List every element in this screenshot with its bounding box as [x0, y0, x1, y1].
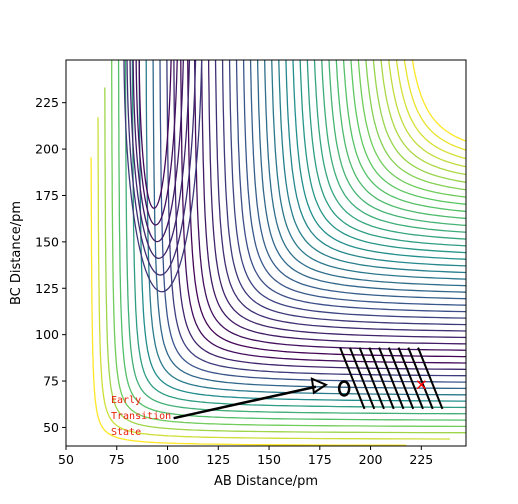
contour-line	[275, 0, 518, 277]
contour-line	[227, 0, 518, 321]
contour-line	[329, 0, 518, 228]
x-tick-label: 150	[257, 452, 281, 467]
contour-line	[187, 0, 518, 358]
contour-line	[146, 0, 518, 395]
contour-line	[377, 0, 518, 184]
contour-line	[214, 0, 518, 333]
annotation: Early	[111, 395, 141, 406]
contour-line	[350, 0, 518, 209]
x-tick-label: 75	[109, 452, 125, 467]
x-tick-label: 200	[359, 452, 383, 467]
y-tick-label: 125	[35, 281, 59, 296]
contour-line	[390, 0, 518, 172]
y-tick-label: 175	[35, 188, 59, 203]
contour-line	[384, 0, 518, 178]
y-tick-label: 200	[35, 142, 59, 157]
x-tick-label: 125	[206, 452, 230, 467]
contour-line	[370, 0, 518, 190]
x-tick-label: 100	[156, 452, 180, 467]
annotation: State	[111, 427, 141, 438]
y-tick-label: 75	[43, 374, 59, 389]
contour-line	[255, 0, 518, 296]
contour-line	[112, 60, 513, 426]
contour-line	[282, 0, 518, 271]
contour-line	[397, 0, 518, 166]
contours	[91, 0, 518, 445]
contour-line	[295, 0, 518, 259]
contour-line	[221, 0, 518, 327]
contour-line	[159, 0, 518, 383]
y-tick-label: 225	[35, 95, 59, 110]
y-tick-label: 100	[35, 327, 59, 342]
x-axis-label: AB Distance/pm	[214, 474, 318, 489]
annotation: Transition	[111, 411, 171, 422]
x-tick-label: 225	[409, 452, 433, 467]
x-tick-label: 50	[58, 452, 74, 467]
y-tick-label: 50	[43, 420, 59, 435]
contour-line	[248, 0, 518, 302]
y-tick-label: 150	[35, 234, 59, 249]
contour-line	[357, 0, 518, 203]
y-axis-label: BC Distance/pm	[9, 201, 24, 305]
x-tick-label: 175	[308, 452, 332, 467]
